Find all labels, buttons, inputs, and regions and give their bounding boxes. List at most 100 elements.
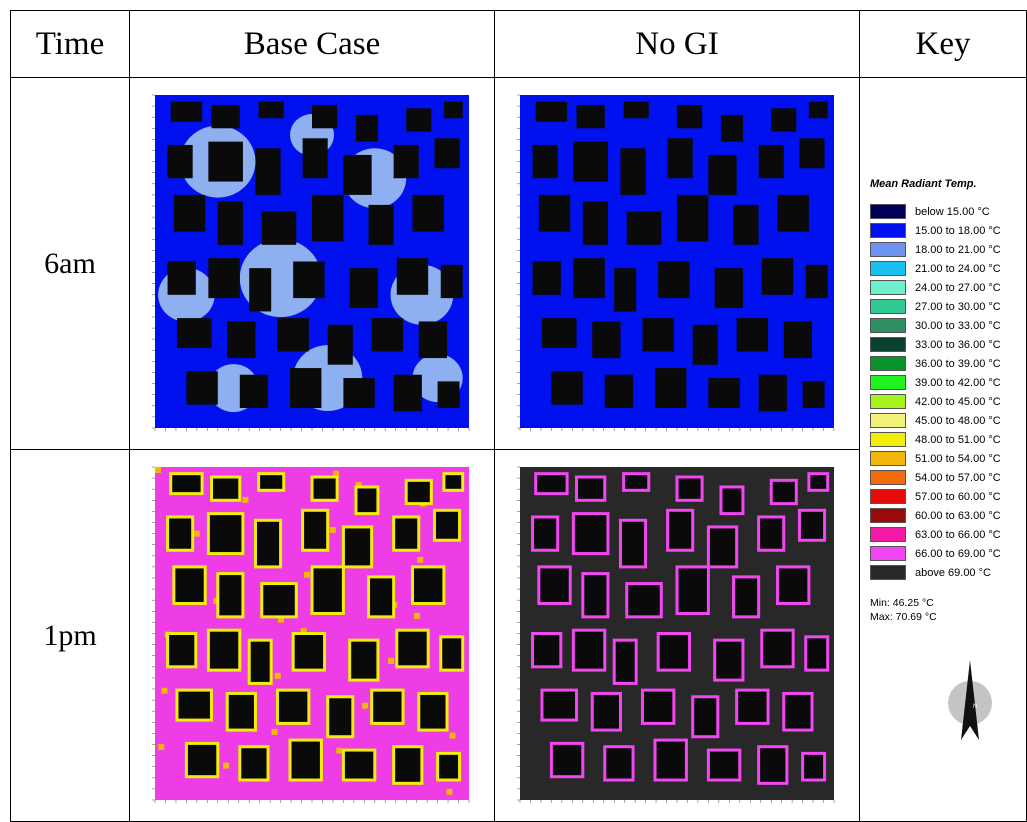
map-building [410,565,446,606]
map-building [349,268,378,309]
map-building [590,691,622,732]
row-label-6am: 6am [10,77,130,450]
map-6am-base-case [152,94,470,431]
legend-label: 66.00 to 69.00 °C [915,547,1001,560]
legend-item: 66.00 to 69.00 °C [870,544,1001,563]
map-building [310,475,339,502]
map-building [290,368,322,409]
map-building [343,378,375,409]
map-building [534,472,569,496]
map-building [692,324,718,365]
map-building [531,632,563,669]
map-building [169,472,204,496]
map-hotspot [413,612,420,619]
map-building [249,268,272,312]
map-building [417,691,449,732]
map-building [623,101,649,119]
map-building [797,508,827,542]
map-building [176,318,212,349]
map-building [172,565,207,606]
map-hotspot [158,743,165,750]
legend-item: 33.00 to 36.00 °C [870,335,1001,354]
map-building [625,582,663,619]
map-building [736,318,769,352]
legend-swatch [870,413,906,428]
map-hotspot [355,481,362,488]
map-building [341,748,377,782]
map-building [225,691,257,732]
map-building [301,508,330,552]
map-building [532,261,561,295]
legend-label: 30.00 to 33.00 °C [915,319,1001,332]
row-label-1pm: 1pm [10,449,130,822]
map-building [396,258,429,295]
map-building [312,104,338,129]
map-building [757,515,786,552]
map-building [714,268,743,309]
map-hotspot [274,672,281,679]
map-building [412,194,444,232]
map-building [807,472,830,492]
map-building [658,261,690,299]
map-building [713,638,745,682]
map-hotspot [222,762,229,769]
map-building [206,628,242,672]
map-building [166,515,195,552]
map-building [735,688,770,725]
map-building [175,688,214,722]
map-building [783,321,813,359]
legend-items: below 15.00 °C 15.00 to 18.00 °C 18.00 to … [870,202,1001,582]
map-building [368,204,394,245]
map-building [626,211,662,245]
map-building [573,141,608,182]
map-building [691,695,720,739]
legend-min: Min: 46.25 °C [870,597,934,609]
map-1pm-no-gi [517,466,835,803]
legend-item: 24.00 to 27.00 °C [870,278,1001,297]
legend-item: 39.00 to 42.00 °C [870,373,1001,392]
map-building [184,741,220,779]
legend-item: 36.00 to 39.00 °C [870,354,1001,373]
map-building [575,475,607,502]
map-building [227,321,256,359]
north-label: N [973,704,977,710]
map-hotspot [242,496,249,503]
map-hotspot [271,728,278,735]
map-building [260,582,298,619]
map-building [655,368,687,409]
legend-swatch [870,261,906,276]
map-building [592,321,621,359]
map-building [541,318,577,349]
map-building [355,114,378,142]
legend-label: 36.00 to 39.00 °C [915,357,1001,370]
legend-max: Max: 70.69 °C [870,611,937,623]
legend-item: 42.00 to 45.00 °C [870,392,1001,411]
map-building [206,512,245,556]
legend-item: 45.00 to 48.00 °C [870,411,1001,430]
map-building [395,628,430,669]
map-building [758,144,784,179]
map-building [720,114,743,142]
map-building [404,478,433,506]
legend-label: above 69.00 °C [915,566,991,579]
map-building [261,211,297,245]
map-building [288,738,323,782]
map-building [532,144,558,179]
map-hotspot [213,597,220,604]
header-no-gi: No GI [494,10,860,78]
map-building [603,745,635,782]
map-building [576,104,605,129]
map-building [173,194,206,232]
legend-label: 18.00 to 21.00 °C [915,243,1001,256]
map-hotspot [303,571,310,578]
map-building [406,108,432,132]
map-building [582,201,608,245]
map-building [343,154,372,195]
map-building [581,572,610,619]
map-building [310,565,345,616]
legend-label: 42.00 to 45.00 °C [915,395,1001,408]
map-building [275,688,311,725]
map-building [327,324,353,365]
legend-item: 21.00 to 24.00 °C [870,259,1001,278]
map-building [392,515,421,552]
